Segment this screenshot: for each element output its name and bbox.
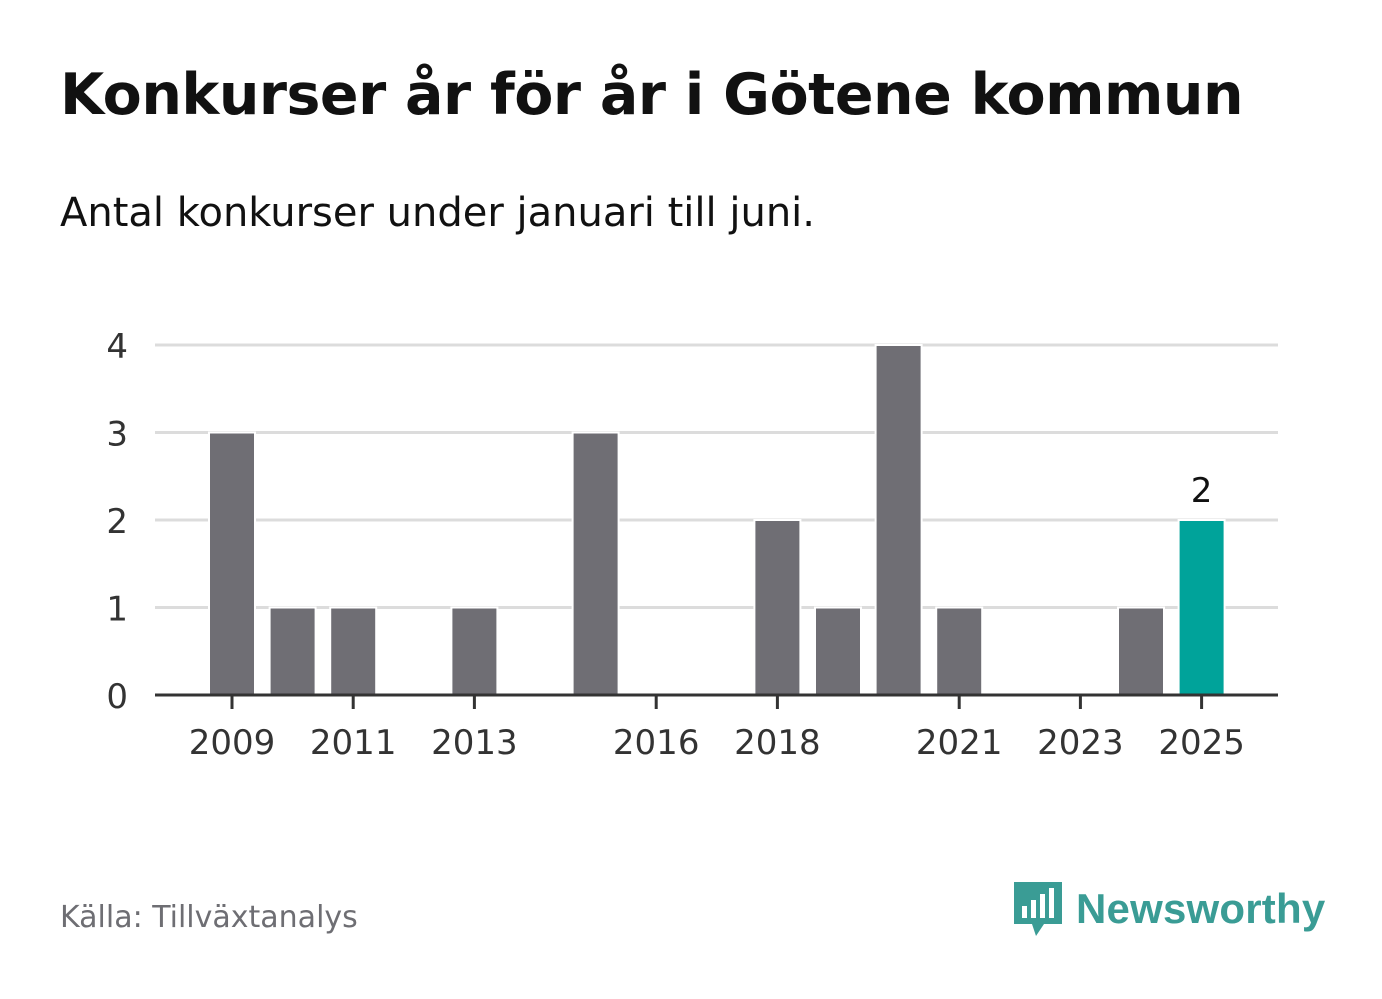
bar-2011 <box>329 606 378 696</box>
grid-lines <box>155 343 1278 609</box>
newsworthy-logo-icon <box>1014 882 1062 936</box>
x-axis <box>155 693 1278 709</box>
y-tick-label: 1 <box>106 590 128 630</box>
axis-labels: 0 1 2 3 4 2 2009 2011 2013 2016 2018 2021 2023 2025 <box>106 327 1245 763</box>
bar-2009 <box>208 431 256 696</box>
bar-2021 <box>935 606 984 696</box>
bar-2018 <box>753 519 802 696</box>
data-label-2025: 2 <box>1191 471 1213 511</box>
x-tick-label-2009: 2009 <box>189 723 276 763</box>
bar-2025 <box>1177 519 1226 696</box>
y-tick-label: 2 <box>106 502 128 542</box>
source-note: Källa: Tillväxtanalys <box>60 900 358 935</box>
chart-title: Konkurser år för år i Götene kommun <box>60 62 1244 128</box>
bar-2013 <box>450 606 499 696</box>
bar-2024 <box>1117 606 1165 696</box>
bar-2010 <box>268 606 317 696</box>
y-tick-label: 3 <box>106 415 128 455</box>
bar-2020 <box>874 344 923 696</box>
chart-subtitle: Antal konkurser under januari till juni. <box>60 190 815 236</box>
x-tick-label-2018: 2018 <box>734 723 821 763</box>
x-tick-label-2016: 2016 <box>613 723 700 763</box>
x-tick-label-2025: 2025 <box>1158 723 1245 763</box>
bar-2019 <box>814 606 862 696</box>
bar-2015 <box>571 431 620 696</box>
x-tick-label-2013: 2013 <box>431 723 518 763</box>
x-tick-label-2011: 2011 <box>310 723 397 763</box>
y-tick-label: 0 <box>106 677 128 717</box>
x-tick-label-2023: 2023 <box>1037 723 1124 763</box>
y-tick-label: 4 <box>106 327 128 367</box>
brand-name: Newsworthy <box>1076 885 1326 932</box>
brand-logo: Newsworthy <box>1010 878 1325 940</box>
x-tick-label-2021: 2021 <box>916 723 1003 763</box>
